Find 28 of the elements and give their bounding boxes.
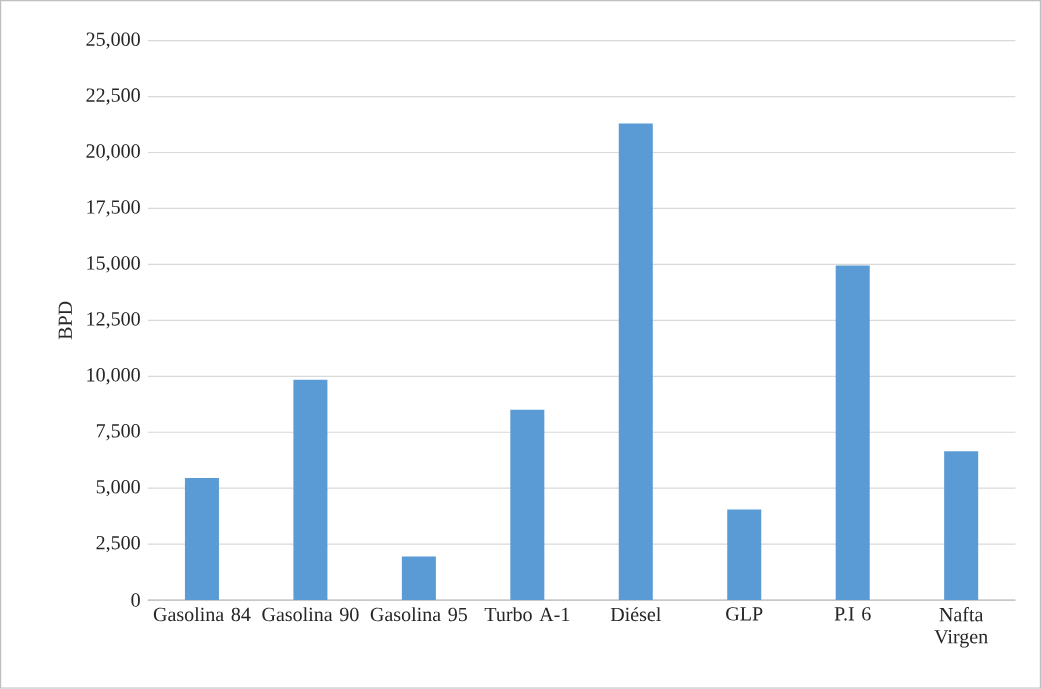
- bar: [401, 556, 436, 601]
- bar: [618, 123, 653, 601]
- bar: [184, 478, 219, 601]
- y-tick-label: 7,500: [96, 424, 140, 441]
- x-tick-label: Gasolina 84: [153, 607, 251, 622]
- y-tick-label: 5,000: [96, 480, 140, 497]
- y-tick-label: 10,000: [87, 368, 140, 385]
- x-tick-label: Turbo A-1: [484, 607, 570, 622]
- bar: [293, 379, 328, 601]
- x-tick-label: P.I 6: [834, 607, 871, 621]
- y-tick-label: 15,000: [87, 256, 140, 273]
- x-tick-label: Gasolina 95: [370, 607, 468, 622]
- y-tick-label: 20,000: [86, 144, 140, 161]
- bar: [944, 451, 979, 601]
- bar: [510, 409, 545, 601]
- x-tick-label: Diésel: [610, 607, 661, 622]
- y-tick-label: 25,000: [86, 32, 140, 49]
- y-tick-label: 2,500: [96, 536, 140, 553]
- y-tick-label: 0: [131, 593, 140, 607]
- x-tick-label: GLP: [726, 607, 763, 621]
- y-axis-title: BPD: [58, 301, 72, 340]
- x-tick-label: Gasolina 90: [262, 607, 359, 622]
- x-tick-label: Nafta Virgen: [934, 607, 988, 648]
- bar: [835, 265, 870, 601]
- y-tick-label: 12,500: [87, 312, 140, 329]
- y-tick-label: 17,500: [87, 200, 140, 217]
- bar: [727, 509, 762, 601]
- y-tick-label: 22,500: [86, 88, 140, 105]
